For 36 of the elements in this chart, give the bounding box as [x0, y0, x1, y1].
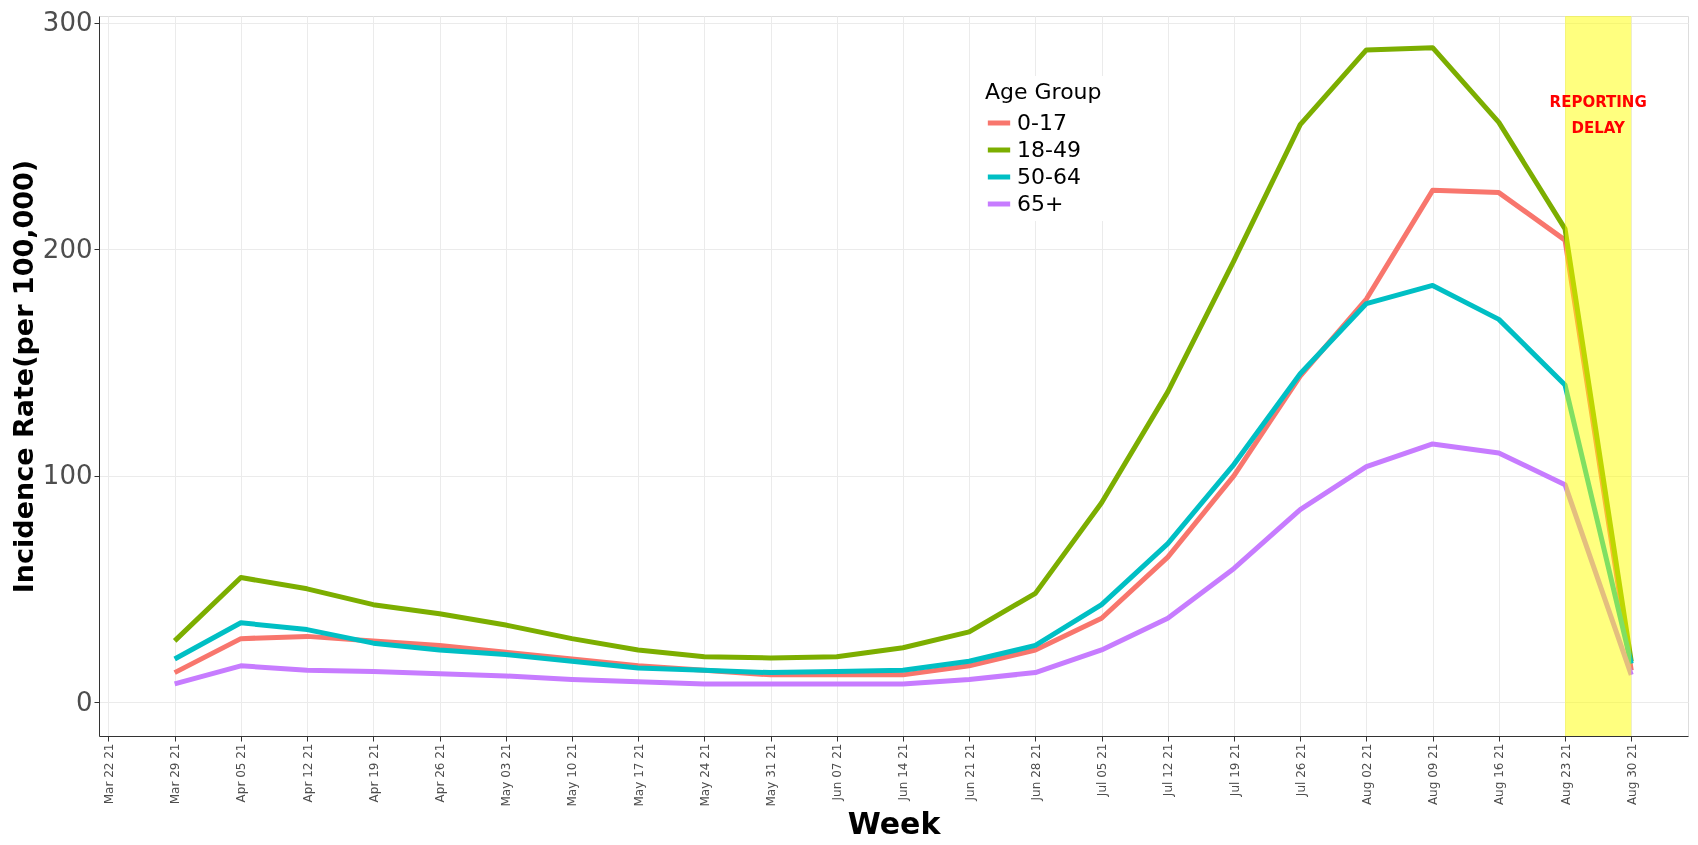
- x-tick-label: Aug 16 21: [1492, 743, 1507, 806]
- x-tick-label: Jul 19 21: [1227, 743, 1242, 798]
- x-tick-label: May 31 21: [764, 743, 779, 807]
- x-tick-label: Apr 12 21: [300, 743, 315, 803]
- legend-label: 18-49: [1017, 137, 1081, 162]
- x-tick-label: May 17 21: [631, 743, 646, 807]
- x-tick-label: Jul 05 21: [1095, 743, 1110, 798]
- x-tick-label: Apr 19 21: [366, 743, 381, 803]
- y-tick-label: 100: [42, 460, 93, 491]
- band-label: REPORTING DELAY: [1549, 93, 1647, 138]
- x-tick-label: Mar 22 21: [101, 743, 116, 805]
- x-tick-label: Jul 12 21: [1161, 743, 1176, 798]
- x-tick-label: Jun 28 21: [1028, 743, 1043, 802]
- x-tick-label: May 03 21: [499, 743, 514, 807]
- y-tick-label: 300: [42, 7, 93, 38]
- x-tick-label: Apr 26 21: [433, 743, 447, 803]
- x-tick-label: Aug 23 21: [1558, 743, 1573, 806]
- x-tick-label: May 24 21: [697, 743, 712, 807]
- legend-label: 65+: [1017, 191, 1064, 216]
- y-tick-label: 0: [75, 686, 93, 717]
- x-tick-label: Jun 14 21: [896, 743, 911, 802]
- x-tick-label: May 10 21: [565, 743, 580, 807]
- x-tick-label: Jul 26 21: [1293, 743, 1308, 798]
- x-axis-title: Week: [847, 806, 942, 842]
- x-tick-label: Apr 05 21: [234, 743, 249, 803]
- legend-title: Age Group: [985, 79, 1102, 104]
- x-tick-label: Aug 09 21: [1426, 743, 1441, 806]
- x-tick-label: Mar 29 21: [168, 743, 183, 805]
- x-tick-label: Aug 02 21: [1359, 743, 1374, 806]
- legend-label: 50-64: [1017, 164, 1081, 189]
- x-tick-label: Jun 21 21: [962, 743, 977, 802]
- x-tick-label: Jun 07 21: [830, 743, 845, 802]
- x-tick-label: Aug 30 21: [1624, 743, 1639, 806]
- legend-label: 0-17: [1017, 110, 1067, 135]
- y-tick-label: 200: [42, 233, 93, 264]
- y-axis-title: Incidence Rate(per 100,000): [7, 159, 39, 594]
